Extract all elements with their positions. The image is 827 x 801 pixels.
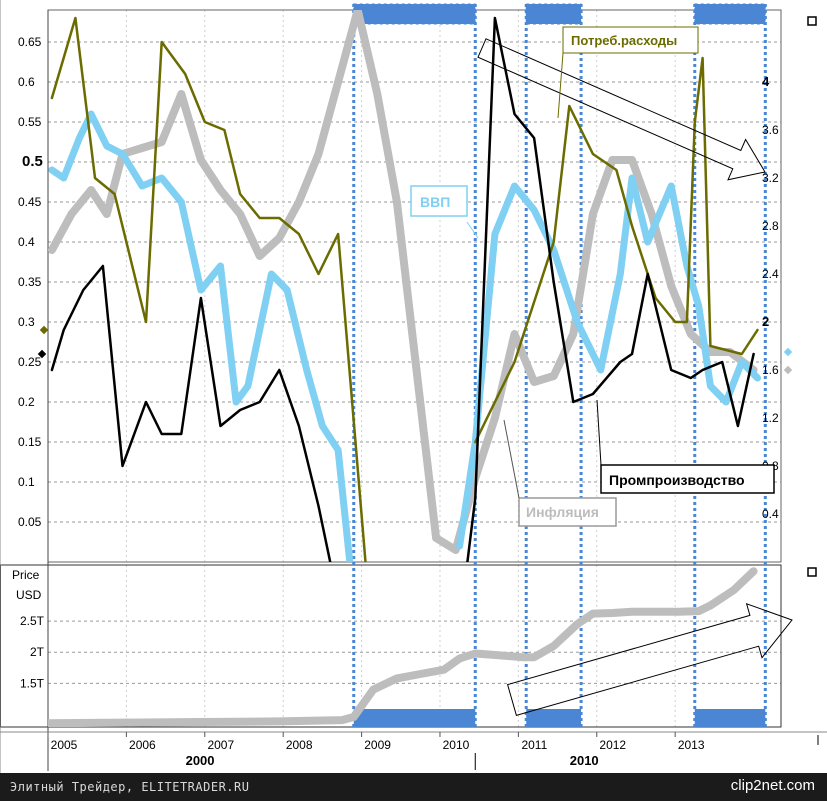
x-axis-tick-label: 2009 [364, 738, 391, 752]
panel-toggle [807, 567, 817, 577]
band-bottom-block [526, 709, 582, 727]
left-axis-tick-label: 0.4 [18, 235, 35, 249]
callout-inflation-box [518, 497, 617, 527]
x-axis-tick-label: 2011 [521, 738, 547, 752]
series-line [474, 56, 759, 444]
bottom-axis-tick-label: 1.5T [20, 676, 45, 690]
downtrend-arrow [477, 38, 766, 181]
series-line [48, 110, 354, 562]
bottom-axis-tick-label: 2.5T [20, 614, 45, 628]
callout-industrial-label: Промпроизводство [609, 472, 745, 488]
bottom-panel-unit: USD [16, 588, 42, 602]
right-axis-tick-label: 1.6 [762, 363, 779, 377]
left-axis-tick-label: 0.2 [18, 395, 35, 409]
x-axis-tick-label: 2013 [678, 738, 705, 752]
band-top-block [353, 3, 476, 25]
series-line [456, 174, 761, 550]
x-axis-tick-label: 2006 [129, 738, 156, 752]
left-axis-tick-label: 0.65 [18, 35, 42, 49]
uptrend-arrow [506, 603, 793, 717]
bottom-panel-frame [0, 564, 782, 728]
clip2net-logo: clip2net.com [730, 777, 815, 794]
left-axis-tick-label: 0.55 [18, 115, 42, 129]
callout-industrial-leader [596, 399, 602, 466]
footer-caption: Элитный Трейдер, ELITETRADER.RU [10, 780, 250, 794]
left-axis-tick-label: 0.35 [18, 275, 42, 289]
right-axis-tick-label: 2.8 [762, 219, 779, 233]
callout-consumption-box [562, 26, 699, 54]
right-axis-tick-label: 3.6 [762, 123, 779, 137]
callout-inflation-leader [503, 419, 520, 499]
axes: 0.05 0.1 0.15 0.2 0.25 0.3 0.35 0.4 0.45 0.5 0.55 0… [12, 35, 793, 770]
band-top-block [694, 3, 766, 25]
right-axis-tick-label: 2 [762, 314, 769, 329]
series-lines [48, 10, 761, 727]
x-axis-group-label: 2010 [570, 753, 599, 768]
x-axis-tick-label: 2012 [599, 738, 626, 752]
callout-inflation-label: Инфляция [526, 504, 599, 520]
callout-consumption-label: Потреб.расходы [571, 33, 677, 48]
series-line [48, 10, 758, 554]
trend-arrows [477, 38, 793, 717]
right-axis-tick-label: 3.2 [762, 171, 779, 185]
bottom-axis-tick-label: 2T [30, 645, 45, 659]
series-line [466, 16, 755, 562]
left-axis-tick-label: 0.6 [18, 75, 35, 89]
series-line [50, 16, 367, 562]
chart: 0.05 0.1 0.15 0.2 0.25 0.3 0.35 0.4 0.45 0.5 0.55 0… [0, 0, 827, 773]
annotations: Потреб.расходы ВВП Инфляция Промпроизводств… [410, 26, 775, 527]
left-edge-marker [37, 349, 47, 359]
band-top-block [525, 3, 582, 25]
footer-bar: Элитный Трейдер, ELITETRADER.RU clip2net… [0, 773, 827, 801]
x-axis-tick-label: 2005 [51, 738, 78, 752]
callout-industrial-box [600, 464, 775, 494]
left-axis-tick-label: 0.25 [18, 355, 42, 369]
left-axis-tick-label: 0.5 [22, 153, 43, 170]
left-axis-tick-label: 0.1 [18, 475, 35, 489]
callout-gdp-label: ВВП [420, 194, 450, 210]
x-axis-tick-label: 2007 [207, 738, 234, 752]
right-axis-tick-label: 1.2 [762, 411, 779, 425]
right-axis-tick-label: 2.4 [762, 267, 779, 281]
callout-gdp-box [410, 185, 468, 217]
band-bottom-block [353, 709, 476, 727]
left-edge-marker [39, 325, 49, 335]
price-line [48, 567, 758, 727]
x-axis-group-label: 2000 [186, 753, 215, 768]
left-axis-tick-label: 0.15 [18, 435, 42, 449]
x-axis-tick-label: 2008 [286, 738, 313, 752]
bottom-panel-title: Price [12, 568, 40, 582]
x-axis-tick-label: 2010 [443, 738, 470, 752]
band-bottom-block [694, 709, 766, 727]
panel-toggle [807, 16, 817, 26]
callout-consumption-leader [557, 52, 564, 119]
right-axis-tick-label: 0.4 [762, 507, 779, 521]
left-axis-tick-label: 0.3 [18, 315, 35, 329]
right-edge-marker [783, 365, 793, 375]
left-axis-tick-label: 0.05 [18, 515, 42, 529]
left-axis-tick-label: 0.45 [18, 195, 42, 209]
callout-gdp-leader [466, 221, 479, 239]
right-axis-tick-label: 4 [762, 74, 770, 89]
series-line [50, 264, 332, 562]
right-edge-marker [783, 347, 793, 357]
